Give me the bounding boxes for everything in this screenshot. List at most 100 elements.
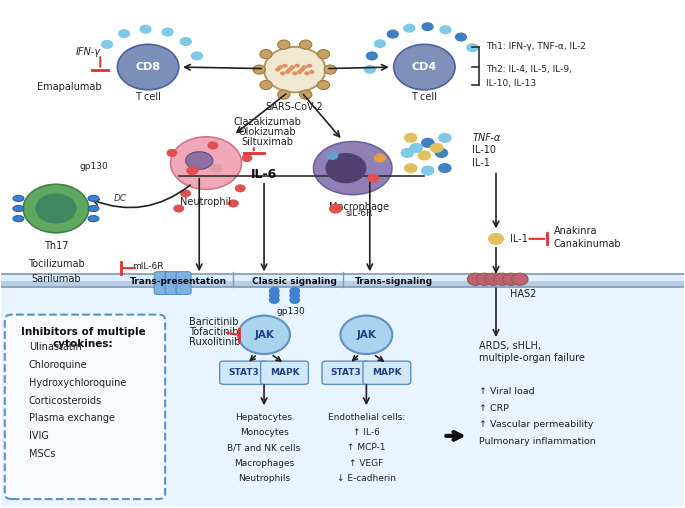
Circle shape <box>275 68 280 72</box>
Text: Th1: IFN-γ, TNF-α, IL-2: Th1: IFN-γ, TNF-α, IL-2 <box>486 42 586 51</box>
Circle shape <box>101 40 113 49</box>
Text: IL-6: IL-6 <box>251 168 277 181</box>
Circle shape <box>36 194 77 224</box>
Circle shape <box>289 287 300 295</box>
Circle shape <box>140 25 151 34</box>
Circle shape <box>329 204 342 213</box>
Text: Monocytes: Monocytes <box>240 428 288 437</box>
Circle shape <box>186 166 199 175</box>
Circle shape <box>410 143 423 153</box>
Text: ARDS, sHLH,: ARDS, sHLH, <box>479 341 541 351</box>
Circle shape <box>455 33 467 42</box>
Text: Pulmonary inflammation: Pulmonary inflammation <box>479 437 596 446</box>
Ellipse shape <box>13 196 24 202</box>
Ellipse shape <box>186 152 213 169</box>
Text: Endothelial cells:: Endothelial cells: <box>327 413 405 422</box>
Circle shape <box>228 200 239 208</box>
Circle shape <box>403 24 416 33</box>
Circle shape <box>297 70 302 74</box>
Circle shape <box>166 149 177 157</box>
FancyBboxPatch shape <box>5 314 165 499</box>
Text: Neutrophil: Neutrophil <box>180 198 232 207</box>
Circle shape <box>467 273 484 285</box>
Circle shape <box>421 22 434 31</box>
Circle shape <box>364 65 376 74</box>
Circle shape <box>280 72 285 76</box>
Circle shape <box>173 205 184 212</box>
Circle shape <box>23 184 89 233</box>
Text: STAT3: STAT3 <box>331 368 361 377</box>
Circle shape <box>285 70 290 74</box>
Circle shape <box>366 51 378 60</box>
Text: ↑ VEGF: ↑ VEGF <box>349 459 384 468</box>
Ellipse shape <box>88 196 99 202</box>
Circle shape <box>309 70 314 74</box>
Circle shape <box>421 166 434 176</box>
Text: B/T and NK cells: B/T and NK cells <box>227 443 301 453</box>
Text: Olokizumab: Olokizumab <box>238 126 297 137</box>
Text: T cell: T cell <box>412 92 437 102</box>
Circle shape <box>466 43 478 52</box>
Text: MAPK: MAPK <box>270 368 299 377</box>
Text: JAK: JAK <box>254 330 274 340</box>
Text: Classic signaling: Classic signaling <box>252 277 337 287</box>
Circle shape <box>171 137 242 189</box>
Circle shape <box>418 150 431 161</box>
Text: Clazakizumab: Clazakizumab <box>234 117 301 126</box>
Circle shape <box>429 143 443 153</box>
Circle shape <box>404 163 418 173</box>
Circle shape <box>238 315 290 354</box>
Circle shape <box>287 68 292 72</box>
Bar <box>1 273 684 280</box>
Circle shape <box>324 65 336 74</box>
Circle shape <box>289 296 300 304</box>
Text: Tocilizumab: Tocilizumab <box>27 259 84 269</box>
Circle shape <box>117 44 179 90</box>
Text: Trans-signaling: Trans-signaling <box>355 277 433 287</box>
Circle shape <box>512 273 528 285</box>
Circle shape <box>264 47 325 92</box>
Circle shape <box>494 273 510 285</box>
Text: IL-10, IL-13: IL-10, IL-13 <box>486 79 536 88</box>
Text: ↓ E-cadherin: ↓ E-cadherin <box>337 474 396 483</box>
Circle shape <box>277 90 290 99</box>
Text: Neutrophils: Neutrophils <box>238 474 290 483</box>
Circle shape <box>289 292 300 300</box>
Text: MSCs: MSCs <box>29 449 55 459</box>
Text: gp130: gp130 <box>80 162 109 171</box>
Text: TNF-α: TNF-α <box>472 133 500 143</box>
Circle shape <box>503 273 519 285</box>
Text: Hepatocytes: Hepatocytes <box>236 413 292 422</box>
Circle shape <box>485 273 501 285</box>
Circle shape <box>439 25 451 35</box>
Circle shape <box>299 90 312 99</box>
Ellipse shape <box>88 206 99 211</box>
Ellipse shape <box>88 215 99 221</box>
Circle shape <box>277 65 283 69</box>
Text: STAT3: STAT3 <box>228 368 259 377</box>
Text: Ulinastatin: Ulinastatin <box>29 342 82 353</box>
Circle shape <box>326 151 338 160</box>
Circle shape <box>118 29 130 38</box>
Circle shape <box>317 50 329 59</box>
Text: T cell: T cell <box>135 92 161 102</box>
Circle shape <box>253 65 265 74</box>
Text: Th17: Th17 <box>44 241 68 251</box>
Text: HAS2: HAS2 <box>510 290 536 299</box>
Circle shape <box>438 133 451 143</box>
Text: Ruxolitinib: Ruxolitinib <box>189 337 240 347</box>
Circle shape <box>404 133 418 143</box>
Text: IL-10: IL-10 <box>472 145 496 155</box>
Circle shape <box>307 64 312 68</box>
Circle shape <box>386 29 399 39</box>
Text: Baricitinib: Baricitinib <box>189 317 238 327</box>
Text: MAPK: MAPK <box>372 368 401 377</box>
Circle shape <box>367 174 379 183</box>
Circle shape <box>476 273 493 285</box>
FancyBboxPatch shape <box>363 361 411 385</box>
Ellipse shape <box>314 142 392 195</box>
Text: Hydroxychloroquine: Hydroxychloroquine <box>29 378 126 388</box>
Text: IFN-γ: IFN-γ <box>75 47 100 57</box>
Text: Anakinra: Anakinra <box>554 226 597 236</box>
FancyBboxPatch shape <box>260 361 308 385</box>
